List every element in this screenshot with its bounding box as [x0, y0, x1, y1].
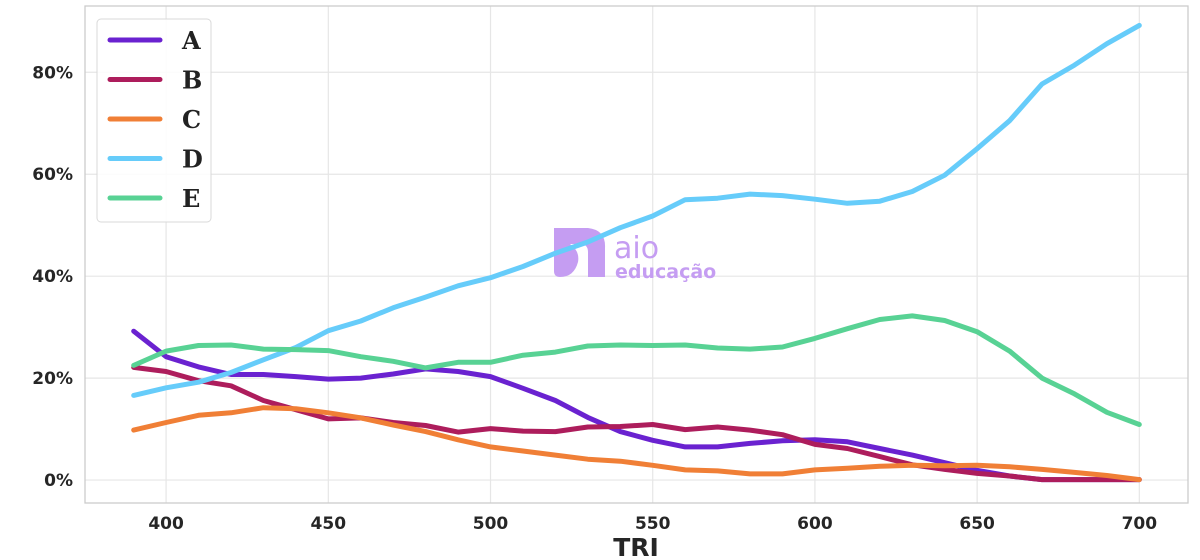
- y-tick-label: 20%: [32, 369, 73, 389]
- watermark-educacao: educação: [615, 261, 716, 283]
- x-tick-label: 550: [635, 514, 671, 534]
- y-tick-label: 40%: [32, 267, 73, 287]
- y-tick-label: 0%: [44, 471, 73, 491]
- x-axis-ticks: 400 450 500 550 600 650 700: [148, 514, 1157, 534]
- series-line-d: [131, 22, 1142, 398]
- series-line-e: [131, 313, 1142, 427]
- y-axis-ticks: 0% 20% 40% 60% 80%: [32, 63, 73, 491]
- watermark-aio: aio: [614, 231, 659, 266]
- series-lines: [131, 22, 1142, 483]
- x-tick-label: 600: [797, 514, 833, 534]
- y-tick-label: 60%: [32, 165, 73, 185]
- x-tick-label: 650: [959, 514, 995, 534]
- plot-frame: [84, 5, 1189, 504]
- x-tick-label: 400: [148, 514, 184, 534]
- x-tick-label: 450: [311, 514, 347, 534]
- x-tick-label: 500: [473, 514, 509, 534]
- x-axis-label: TRI: [613, 533, 659, 560]
- x-tick-label: 700: [1122, 514, 1158, 534]
- legend-label-c: C: [182, 105, 201, 134]
- legend-label-e: E: [182, 184, 200, 213]
- legend-label-b: B: [182, 66, 202, 95]
- legend-label-d: D: [182, 145, 203, 174]
- series-line-c: [131, 405, 1142, 483]
- series-line-a: [131, 328, 1142, 483]
- grid: [85, 6, 1188, 503]
- legend-label-a: A: [181, 26, 201, 55]
- y-tick-label: 80%: [32, 63, 73, 83]
- aio-educacao-watermark: aio educação: [554, 228, 716, 283]
